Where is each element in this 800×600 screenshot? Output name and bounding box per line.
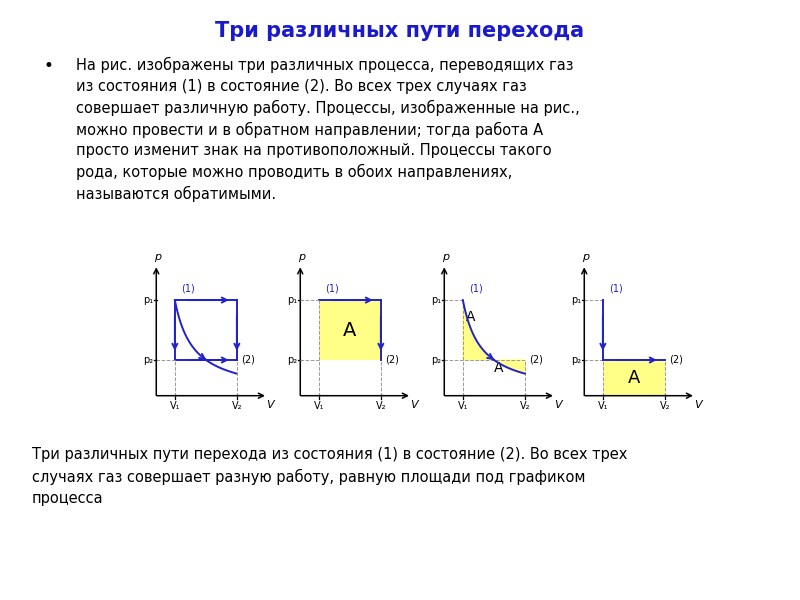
Text: V₁: V₁ bbox=[314, 401, 324, 411]
Text: A: A bbox=[494, 361, 504, 374]
Text: (2): (2) bbox=[385, 355, 399, 365]
Text: (2): (2) bbox=[529, 355, 543, 365]
Text: p₁: p₁ bbox=[431, 295, 441, 305]
Text: V₁: V₁ bbox=[170, 401, 180, 411]
Text: (2): (2) bbox=[669, 355, 683, 365]
Text: p: p bbox=[154, 252, 162, 262]
Text: A: A bbox=[466, 310, 476, 324]
Text: V: V bbox=[410, 400, 418, 410]
Text: p₁: p₁ bbox=[571, 295, 581, 305]
Text: V: V bbox=[694, 400, 702, 410]
Text: p₁: p₁ bbox=[287, 295, 297, 305]
Text: A: A bbox=[343, 320, 357, 340]
Text: V₂: V₂ bbox=[232, 401, 242, 411]
Text: A: A bbox=[628, 369, 640, 387]
Text: (2): (2) bbox=[241, 355, 255, 365]
Text: p₂: p₂ bbox=[431, 355, 441, 365]
Text: (1): (1) bbox=[181, 284, 195, 293]
Text: На рис. изображены три различных процесса, переводящих газ
из состояния (1) в со: На рис. изображены три различных процесс… bbox=[76, 57, 580, 202]
Text: V₂: V₂ bbox=[520, 401, 530, 411]
Text: V: V bbox=[554, 400, 562, 410]
Text: (1): (1) bbox=[609, 284, 623, 293]
Text: V₂: V₂ bbox=[376, 401, 386, 411]
Text: p: p bbox=[442, 252, 450, 262]
Text: p₂: p₂ bbox=[571, 355, 581, 365]
Polygon shape bbox=[319, 300, 381, 360]
Polygon shape bbox=[603, 360, 665, 396]
Text: p: p bbox=[298, 252, 306, 262]
Text: p₂: p₂ bbox=[287, 355, 297, 365]
Text: V₁: V₁ bbox=[598, 401, 608, 411]
Text: •: • bbox=[44, 57, 54, 75]
Text: V₁: V₁ bbox=[458, 401, 468, 411]
Text: p₁: p₁ bbox=[143, 295, 153, 305]
Text: Три различных пути перехода из состояния (1) в состояние (2). Во всех трех
случа: Три различных пути перехода из состояния… bbox=[32, 447, 627, 506]
Text: V: V bbox=[266, 400, 274, 410]
Text: p₂: p₂ bbox=[143, 355, 153, 365]
Text: (1): (1) bbox=[325, 284, 339, 293]
Polygon shape bbox=[463, 300, 525, 374]
Text: V₂: V₂ bbox=[660, 401, 670, 411]
Text: p: p bbox=[582, 252, 590, 262]
Text: (1): (1) bbox=[469, 284, 483, 293]
Text: Три различных пути перехода: Три различных пути перехода bbox=[215, 21, 585, 41]
